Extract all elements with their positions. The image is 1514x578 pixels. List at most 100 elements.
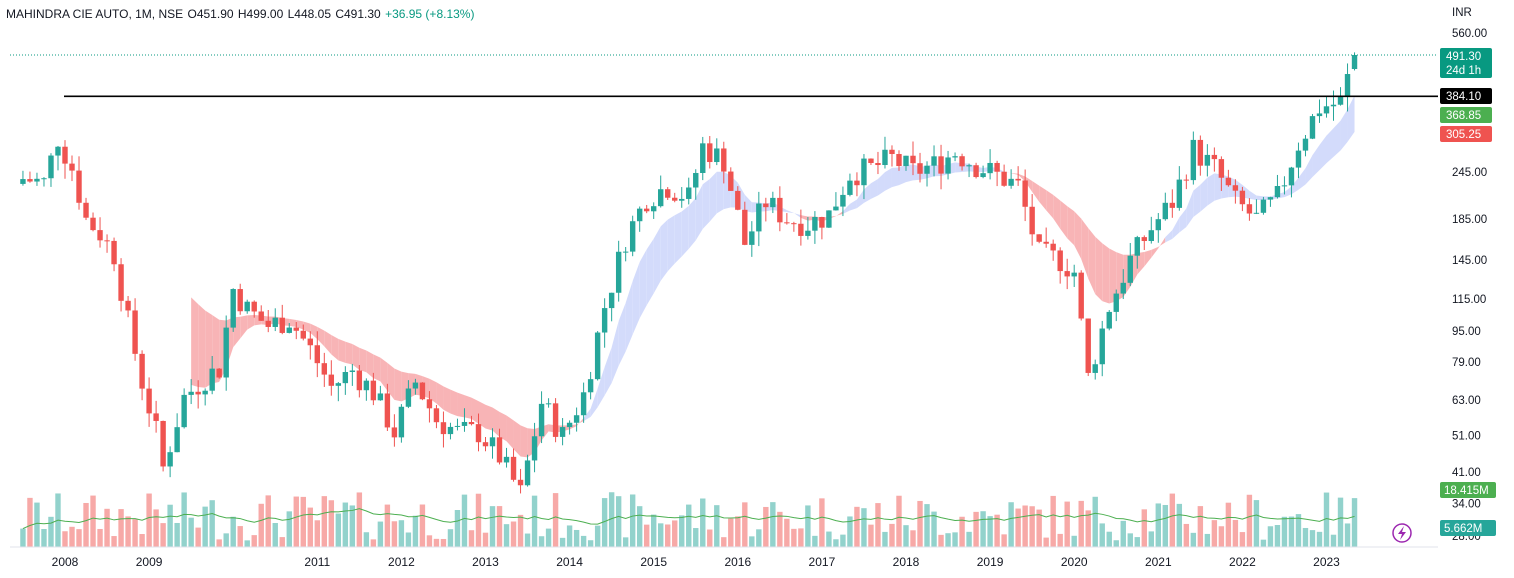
candle-body — [314, 345, 320, 364]
ema-cloud-segment — [513, 420, 521, 457]
volume-bar — [104, 508, 110, 547]
candle-body — [854, 180, 860, 186]
candle-body — [34, 178, 40, 182]
volume-bar — [209, 500, 215, 547]
ema-cloud-segment — [611, 320, 619, 383]
candle-body — [931, 156, 937, 166]
chart-header: MAHINDRA CIE AUTO, 1M, NSE O451.90 H499.… — [6, 7, 475, 21]
ema-cloud-segment — [877, 172, 885, 196]
y-tick-label: 95.00 — [1452, 326, 1481, 338]
volume-bar — [132, 519, 138, 547]
volume-bar — [665, 524, 671, 547]
candle-body — [777, 197, 783, 223]
ema-cloud-segment — [842, 203, 850, 214]
y-tick-label: 34.00 — [1452, 498, 1481, 510]
candle-body — [83, 202, 89, 218]
volume-bar — [812, 535, 818, 547]
candle-body — [742, 209, 748, 245]
candle-body — [1253, 212, 1260, 214]
volume-bar — [1092, 496, 1098, 547]
candle-body — [665, 189, 671, 198]
volume-bar — [1141, 509, 1147, 547]
volume-bar — [1155, 503, 1161, 547]
candle-body — [868, 158, 874, 164]
volume-bar — [34, 502, 40, 547]
candle-body — [1190, 139, 1197, 181]
volume-tag-label: 18.415M — [1444, 485, 1489, 497]
ema-cloud-segment — [744, 194, 752, 213]
volume-bar — [433, 538, 440, 547]
candle-body — [174, 427, 180, 453]
volume-bar — [566, 525, 573, 547]
ema-cloud-segment — [352, 344, 360, 370]
volume-bar — [363, 532, 370, 547]
volume-bar — [973, 511, 979, 547]
ema-cloud-segment — [492, 407, 500, 438]
ema-cloud-segment — [247, 315, 255, 330]
price-axis[interactable]: 560.00 245.00 185.00 145.00 115.00 95.00 79.00… — [1452, 28, 1487, 543]
volume-bar — [847, 516, 853, 547]
candle-body — [1043, 241, 1049, 244]
ema-cloud-segment — [1032, 180, 1040, 202]
volume-bar — [1015, 508, 1021, 547]
ema-cloud-segment — [387, 362, 395, 400]
ema-cloud-segment — [891, 167, 899, 188]
volume-bar — [1001, 534, 1007, 547]
candle-body — [587, 379, 594, 393]
volume-bar — [62, 531, 68, 547]
volume-bar — [237, 526, 243, 547]
volume-bar — [931, 511, 937, 547]
volume-bar — [608, 492, 615, 547]
candle-body — [791, 223, 797, 225]
volume-bar — [1197, 506, 1204, 547]
volume-bar — [1064, 501, 1070, 547]
time-axis[interactable]: 2008 2009 2011 2012 2013 2014 2015 2016 2017 2018… — [10, 546, 1438, 569]
volume-bar — [882, 531, 888, 547]
ema-cloud-segment — [1326, 128, 1334, 164]
candle-body — [1344, 74, 1351, 98]
ema-cloud-segment — [289, 318, 297, 327]
candle-body — [48, 155, 54, 179]
volume-bar — [693, 528, 699, 547]
y-tick-label: 51.00 — [1452, 430, 1481, 442]
candle-body — [1183, 179, 1190, 181]
volume-bar — [917, 500, 923, 547]
volume-bar — [307, 507, 313, 547]
ema-cloud-segment — [1340, 109, 1348, 151]
volume-bar — [1323, 492, 1330, 547]
candle-body — [1246, 204, 1253, 214]
volume-bar — [405, 532, 412, 547]
change-value: +36.95 (+8.13%) — [385, 7, 475, 21]
candle-body — [531, 436, 538, 461]
ema-cloud-segment — [709, 171, 717, 222]
ema-cloud-segment — [1165, 230, 1173, 243]
volume-bar — [300, 496, 306, 547]
candle-body — [735, 190, 741, 210]
open-value: O451.90 — [187, 7, 234, 21]
volume-bar — [139, 534, 145, 547]
candle-body — [286, 327, 292, 333]
volume-bar — [48, 516, 54, 547]
candle-body — [1169, 202, 1176, 208]
volume-bar — [994, 514, 1000, 547]
volume-bar — [742, 502, 748, 547]
candle-body — [700, 143, 706, 173]
volume-bar — [903, 525, 909, 547]
candle-body — [97, 230, 103, 241]
candle-body — [917, 163, 923, 174]
ema-cloud-segment — [695, 184, 703, 241]
candle-body — [1001, 171, 1007, 186]
candle-body — [763, 203, 769, 208]
volume-bar — [503, 524, 510, 547]
ema-cloud-segment — [1214, 173, 1222, 201]
lightning-icon[interactable] — [1392, 523, 1412, 543]
volume-bar — [286, 511, 292, 547]
x-tick-label: 2020 — [1061, 555, 1088, 569]
candle-body — [300, 330, 306, 339]
volume-bar — [489, 506, 496, 547]
volume-bar — [1281, 516, 1288, 547]
ema-cloud-segment — [1011, 173, 1019, 175]
volume-bar — [819, 498, 825, 547]
x-tick-label: 2019 — [977, 555, 1004, 569]
